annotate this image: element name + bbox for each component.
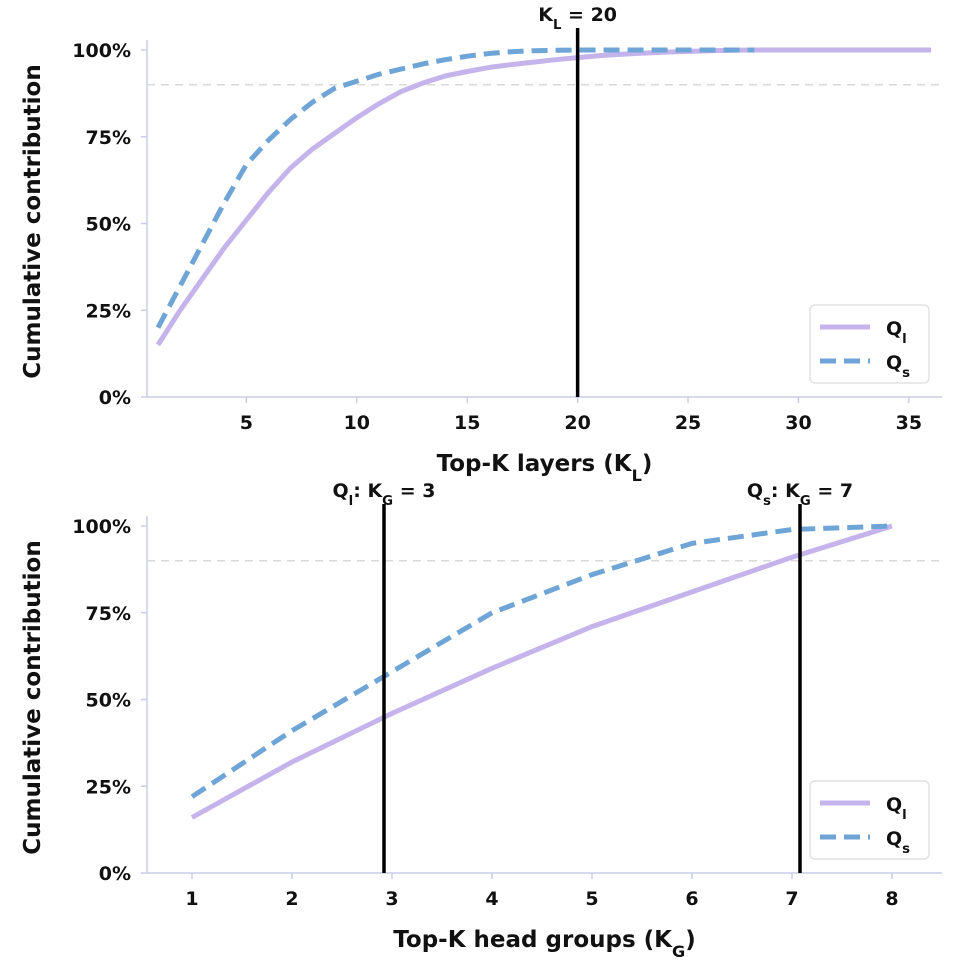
legend-label: Ql xyxy=(886,318,907,347)
y-tick-label: 100% xyxy=(72,516,131,538)
x-tick-label: 1 xyxy=(185,888,198,910)
legend-label: Qs xyxy=(886,352,910,381)
x-tick-label: 7 xyxy=(785,888,798,910)
x-tick-label: 6 xyxy=(685,888,698,910)
y-tick-label: 75% xyxy=(86,127,131,149)
x-tick-label: 15 xyxy=(454,412,480,434)
x-axis-label: Top-K head groups (KG) xyxy=(393,927,695,961)
x-axis-label: Top-K layers (KL) xyxy=(437,451,653,485)
y-tick-label: 0% xyxy=(99,387,131,409)
series-line-q-s xyxy=(155,47,755,329)
x-tick-label: 5 xyxy=(240,412,253,434)
x-tick-label: 20 xyxy=(564,412,590,434)
y-tick-label: 50% xyxy=(86,690,131,712)
x-tick-label: 30 xyxy=(785,412,811,434)
x-tick-label: 25 xyxy=(675,412,701,434)
legend-box xyxy=(809,304,930,384)
series-line-q-s xyxy=(190,523,893,799)
panel-top-k-head-groups: 0% 25% 50% 75% 100% 1 2 3 4 5 6 7 8 Ql: KG = 3 Qs: KG … xyxy=(20,480,942,961)
y-axis-label: Cumulative contribution xyxy=(20,540,46,854)
x-tick-label: 8 xyxy=(885,888,898,910)
x-tick-label: 5 xyxy=(585,888,598,910)
threshold-annotation: KL = 20 xyxy=(538,4,617,33)
legend: Ql Qs xyxy=(809,304,930,384)
x-tick-label: 4 xyxy=(485,888,498,910)
legend-label: Ql xyxy=(886,794,907,823)
series-line-q-l xyxy=(155,47,931,347)
series-line-q-l xyxy=(190,523,893,820)
x-tick-label: 2 xyxy=(285,888,298,910)
y-tick-label: 0% xyxy=(99,863,131,885)
x-tick-label: 10 xyxy=(344,412,370,434)
threshold-annotation: Qs: KG = 7 xyxy=(747,480,853,509)
y-tick-label: 50% xyxy=(86,214,131,236)
y-tick-label: 25% xyxy=(86,776,131,798)
legend-label: Qs xyxy=(886,828,910,857)
y-tick-label: 100% xyxy=(72,40,131,62)
y-tick-label: 25% xyxy=(86,300,131,322)
y-axis-label: Cumulative contribution xyxy=(20,64,46,378)
x-tick-label: 35 xyxy=(896,412,922,434)
y-tick-label: 75% xyxy=(86,603,131,625)
panel-top-k-layers: 0% 25% 50% 75% 100% 5 10 15 20 25 30 35 KL = 20 Top-K… xyxy=(20,4,942,485)
legend-box xyxy=(809,780,930,860)
legend: Ql Qs xyxy=(809,780,930,860)
x-tick-label: 3 xyxy=(385,888,398,910)
threshold-annotation: Ql: KG = 3 xyxy=(333,480,436,509)
